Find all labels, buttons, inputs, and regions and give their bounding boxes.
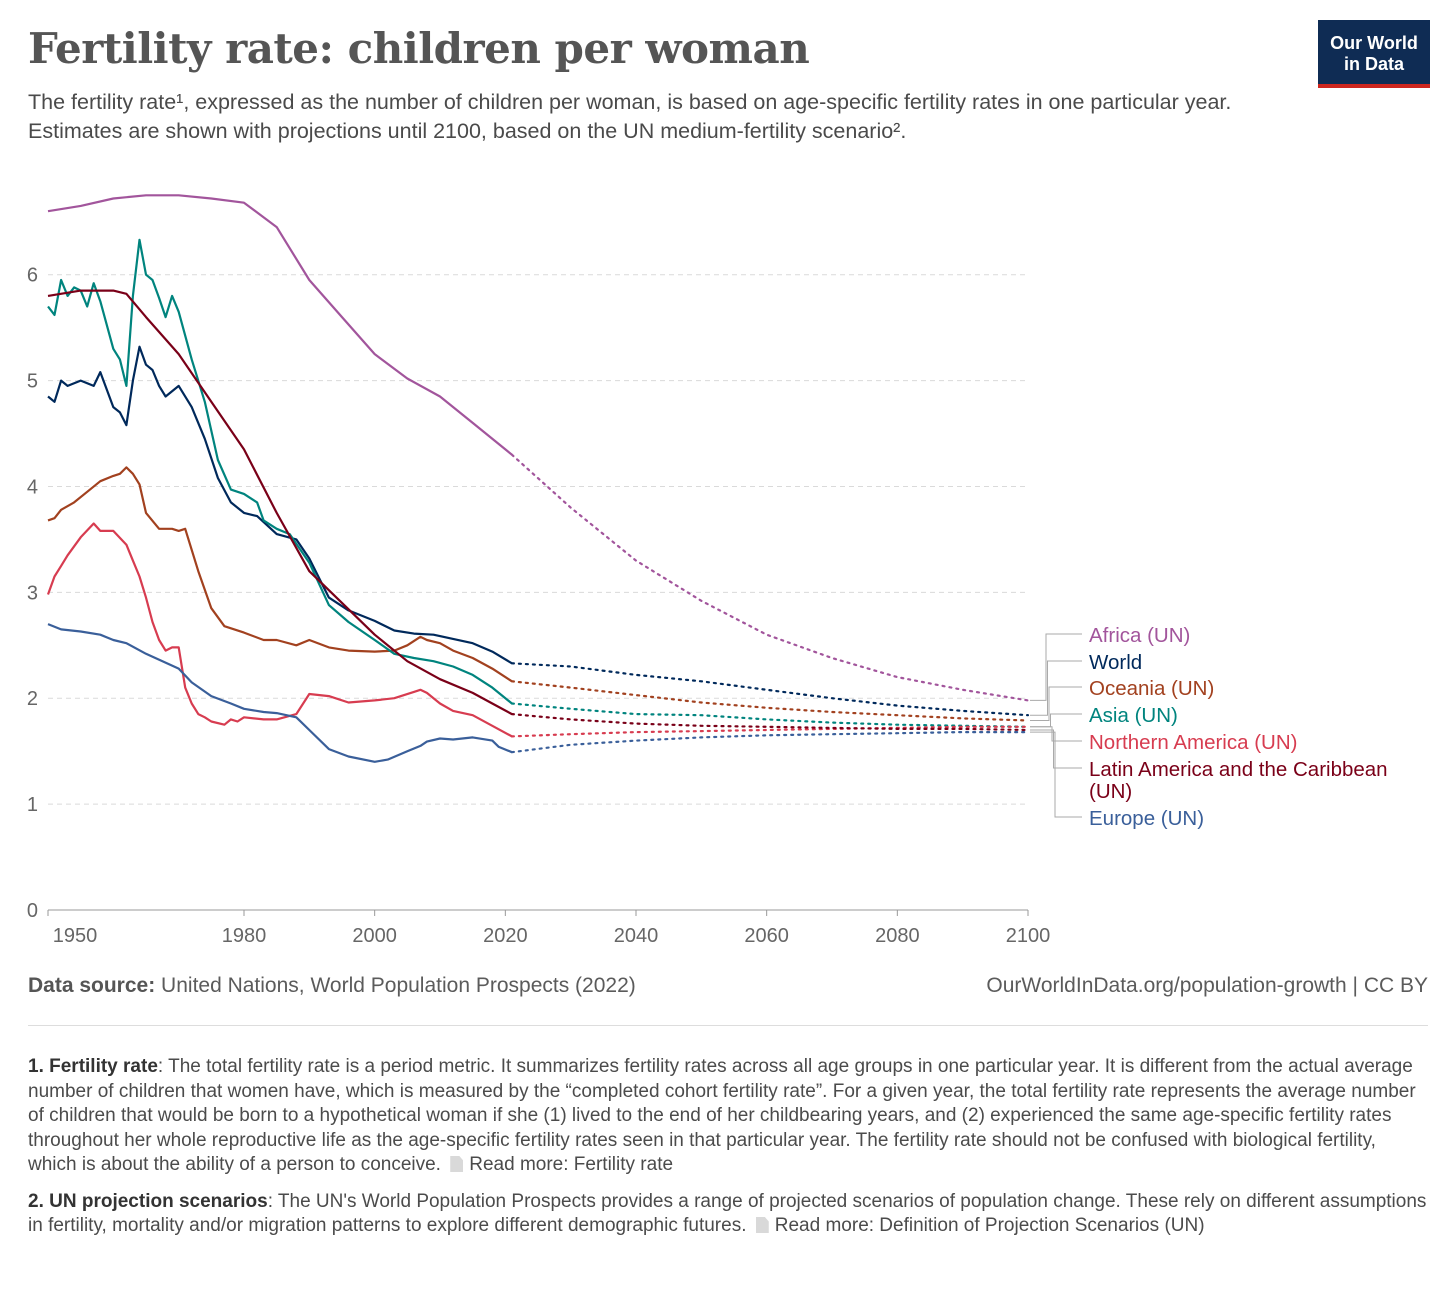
y-tick-label: 1 <box>27 794 38 816</box>
legend-connector <box>1030 686 1082 721</box>
legend-connector <box>1030 660 1082 716</box>
divider <box>28 1025 1428 1026</box>
series-line <box>47 623 513 763</box>
legend-label: World <box>1089 651 1142 674</box>
x-tick-label: 2000 <box>352 925 397 947</box>
series-line <box>47 238 513 705</box>
document-icon <box>755 1217 769 1233</box>
footnote-2-link[interactable]: Read more: Definition of Projection Scen… <box>774 1215 1205 1236</box>
x-tick-label: 2040 <box>614 925 659 947</box>
x-tick-label: 1950 <box>53 925 98 947</box>
data-source-text: United Nations, World Population Prospec… <box>155 974 636 997</box>
legend-label: Asia (UN) <box>1089 704 1178 727</box>
y-tick-label: 3 <box>27 582 38 604</box>
legend-connector <box>1030 633 1082 701</box>
legend-connector <box>1030 729 1082 769</box>
data-source: Data source: United Nations, World Popul… <box>28 974 636 998</box>
footnote-1-label: 1. Fertility rate <box>28 1056 158 1077</box>
y-tick-label: 6 <box>27 265 38 287</box>
footnote-1-text: : The total fertility rate is a period m… <box>28 1056 1416 1175</box>
footnote-2: 2. UN projection scenarios: The UN's Wor… <box>28 1190 1428 1239</box>
chart-subtitle: The fertility rate¹, expressed as the nu… <box>28 90 1232 143</box>
series-projection-line <box>510 702 1030 728</box>
y-tick-label: 4 <box>27 476 38 498</box>
series-projection-line <box>510 712 1030 732</box>
y-tick-label: 2 <box>27 688 38 710</box>
legend-label: Africa (UN) <box>1089 624 1190 647</box>
line-chart: 0 1 2 3 4 5 6 1950 1980 2000 2020 2040 2060 2080 2100 A… <box>27 194 1388 947</box>
data-source-label: Data source: <box>28 974 156 997</box>
legend-label: Northern America (UN) <box>1089 731 1297 754</box>
series-line <box>46 522 513 738</box>
license-link[interactable]: OurWorldInData.org/population-growth | C… <box>986 974 1428 997</box>
legend-connector <box>1030 731 1082 818</box>
series-line <box>47 289 513 716</box>
footnote-2-label: 2. UN projection scenarios <box>28 1190 268 1212</box>
legend-connector <box>1030 726 1082 742</box>
legend-label: Europe (UN) <box>1089 807 1204 830</box>
y-tick-label: 5 <box>27 371 38 393</box>
footnote-1: 1. Fertility rate: The total fertility r… <box>28 1055 1428 1178</box>
legend-label: Latin America and the Caribbean <box>1089 758 1388 781</box>
legend-label: (UN) <box>1089 780 1132 803</box>
legend-label: Oceania (UN) <box>1089 677 1214 700</box>
x-tick-label: 1980 <box>222 925 267 947</box>
footnote-1-link[interactable]: Read more: Fertility rate <box>469 1154 674 1175</box>
series-line <box>47 345 513 665</box>
x-tick-label: 2020 <box>483 925 528 947</box>
document-icon <box>450 1156 464 1172</box>
chart-title: Fertility rate: children per woman <box>28 24 810 73</box>
owid-logo[interactable]: Our World in Data <box>1318 20 1430 88</box>
x-tick-label: 2100 <box>1006 925 1051 947</box>
footnote-2-text: : The UN's World Population Prospects pr… <box>28 1190 1427 1237</box>
x-tick-label: 2060 <box>744 925 789 947</box>
x-tick-label: 2080 <box>875 925 920 947</box>
logo-line-2: in Data <box>1343 54 1404 74</box>
series-projection-line <box>510 730 1030 754</box>
series-projection-line <box>510 725 1030 738</box>
series-line <box>47 466 513 683</box>
series-line <box>47 194 513 456</box>
logo-line-1: Our World <box>1330 33 1418 53</box>
series-projection-line <box>510 453 1030 702</box>
footnotes: 1. Fertility rate: The total fertility r… <box>28 1055 1428 1251</box>
y-tick-label: 0 <box>27 900 38 922</box>
